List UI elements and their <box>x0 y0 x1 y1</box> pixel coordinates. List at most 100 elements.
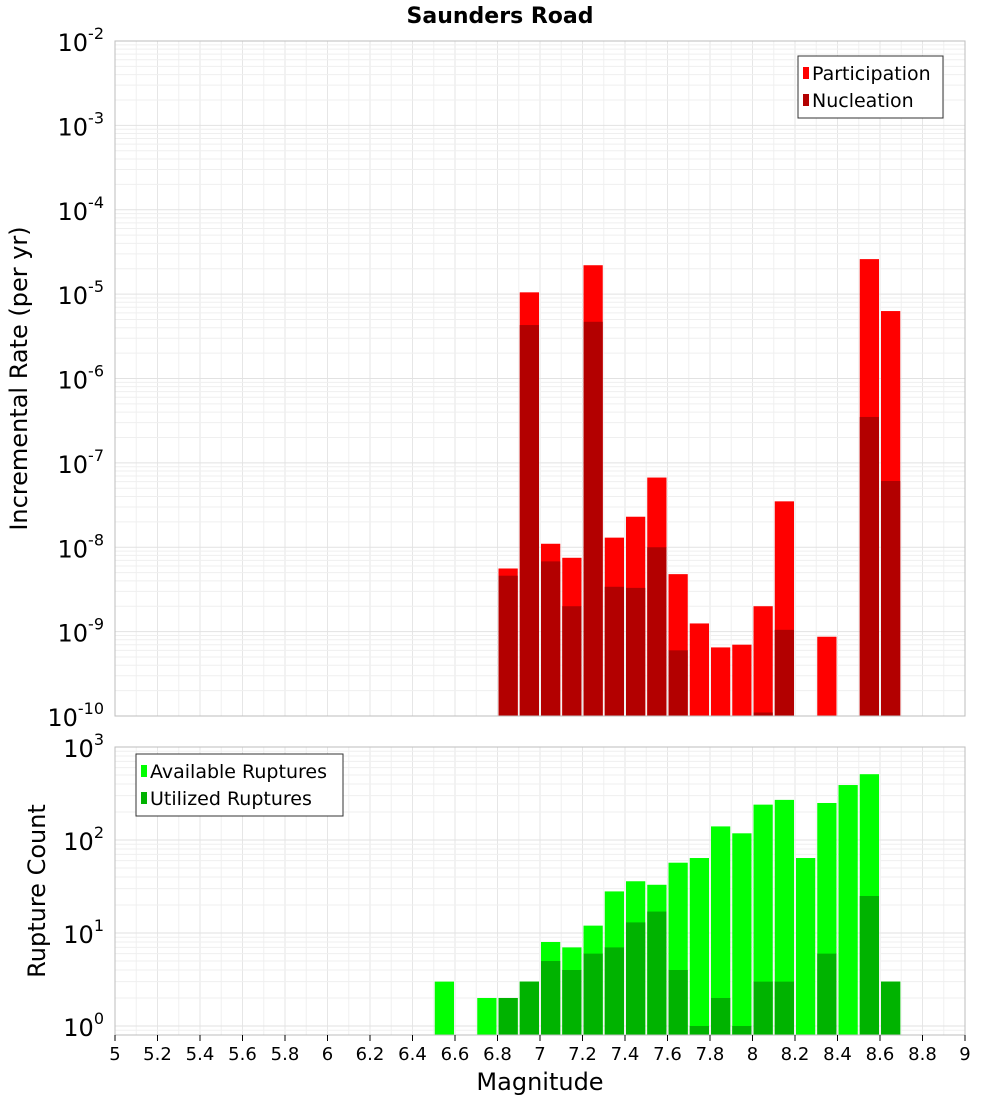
x-tick-label: 6.4 <box>398 1044 427 1065</box>
bar-utilized-ruptures <box>881 981 901 1035</box>
x-tick-label: 8.2 <box>781 1044 810 1065</box>
x-tick-label: 7 <box>534 1044 545 1065</box>
y-tick-label: 103 <box>63 730 104 763</box>
x-tick-label: 7.2 <box>568 1044 597 1065</box>
y-tick-label: 101 <box>63 916 104 949</box>
legend-box <box>797 55 944 119</box>
legend-swatch <box>141 765 147 777</box>
bottom-panel: 100 101 102 103 Rupture Count 5 5.2 5.4 5.6 5.8 6 6… <box>23 730 971 1096</box>
legend-swatch <box>803 94 809 106</box>
bars-bottom <box>434 774 901 1035</box>
bar-utilized-ruptures <box>498 997 518 1035</box>
x-tick-label: 8 <box>747 1044 758 1065</box>
bar-nucleation <box>859 416 879 716</box>
legend-swatch <box>803 67 809 79</box>
bar-utilized-ruptures <box>668 969 688 1035</box>
x-tick-label: 5.2 <box>143 1044 172 1065</box>
bar-utilized-ruptures <box>519 981 539 1035</box>
bar-utilized-ruptures <box>689 1025 709 1035</box>
legend-label: Utilized Ruptures <box>150 788 312 810</box>
chart-title: Saunders Road <box>407 4 594 29</box>
bar-utilized-ruptures <box>604 947 624 1035</box>
bar-nucleation <box>668 650 688 716</box>
bar-available-ruptures <box>774 799 794 1035</box>
x-tick-label: 5.8 <box>271 1044 300 1065</box>
bar-nucleation <box>541 561 561 716</box>
y-tick-label: 10-10 <box>47 699 104 732</box>
bar-utilized-ruptures <box>562 969 582 1035</box>
legend-swatch <box>141 792 147 804</box>
y-axis-title: Rupture Count <box>23 804 51 978</box>
plot-frame-top <box>114 40 966 717</box>
bar-available-ruptures <box>838 785 858 1035</box>
x-tick-label: 7.4 <box>611 1044 640 1065</box>
bar-nucleation <box>774 629 794 716</box>
bar-utilized-ruptures <box>753 981 773 1035</box>
bar-utilized-ruptures <box>647 911 667 1035</box>
x-tick-label: 5.4 <box>186 1044 215 1065</box>
bar-utilized-ruptures <box>817 953 837 1035</box>
bar-utilized-ruptures <box>711 997 731 1035</box>
x-tick-label: 8.8 <box>908 1044 937 1065</box>
bar-utilized-ruptures <box>774 981 794 1035</box>
bar-available-ruptures <box>689 858 709 1035</box>
x-tick-label: 5 <box>109 1044 120 1065</box>
legend-top: Participation Nucleation <box>797 55 944 119</box>
bar-participation <box>753 606 773 716</box>
y-tick-label: 10-9 <box>58 615 105 648</box>
bar-participation <box>732 644 752 716</box>
y-tick-label: 10-7 <box>58 446 105 479</box>
gridlines-top <box>115 41 965 716</box>
bar-nucleation <box>753 712 773 716</box>
x-tick-label: 8.6 <box>866 1044 895 1065</box>
bar-nucleation <box>881 480 901 716</box>
y-tick-label: 10-2 <box>58 24 105 57</box>
legend-box <box>135 753 344 817</box>
bar-available-ruptures <box>753 804 773 1035</box>
x-tick-label: 6.2 <box>356 1044 385 1065</box>
x-tick-label: 6.6 <box>441 1044 470 1065</box>
top-panel: 10-10 10-9 10-8 10-7 10-6 10-5 10-4 10-3 10-2 Inc… <box>5 24 966 732</box>
bar-utilized-ruptures <box>859 895 879 1035</box>
y-tick-label: 100 <box>63 1009 104 1042</box>
y-tick-label: 10-6 <box>58 362 105 395</box>
bar-participation <box>817 636 837 716</box>
bar-available-ruptures <box>711 826 731 1035</box>
bar-utilized-ruptures <box>541 960 561 1035</box>
y-tick-label: 10-8 <box>58 530 105 563</box>
y-tick-label: 10-3 <box>58 108 105 141</box>
bar-nucleation <box>498 575 518 716</box>
bar-utilized-ruptures <box>626 922 646 1035</box>
bar-utilized-ruptures <box>583 953 603 1035</box>
legend-label: Available Ruptures <box>150 761 327 783</box>
x-tick-label: 5.6 <box>228 1044 257 1065</box>
bar-nucleation <box>604 586 624 716</box>
x-tick-label: 7.8 <box>696 1044 725 1065</box>
bars-top <box>498 259 901 716</box>
bar-available-ruptures <box>477 997 497 1035</box>
bar-nucleation <box>562 606 582 716</box>
x-tick-label: 6.8 <box>483 1044 512 1065</box>
y-tick-label: 102 <box>63 823 104 856</box>
bar-available-ruptures <box>732 833 752 1035</box>
legend-label: Nucleation <box>812 90 914 112</box>
bar-nucleation <box>626 587 646 716</box>
legend-label: Participation <box>812 63 931 85</box>
x-tick-label: 9 <box>959 1044 970 1065</box>
bar-participation <box>711 647 731 716</box>
bar-nucleation <box>519 325 539 716</box>
bar-available-ruptures <box>434 981 454 1035</box>
x-tick-label: 6 <box>322 1044 333 1065</box>
x-axis-title: Magnitude <box>476 1068 603 1096</box>
x-tick-label: 8.4 <box>823 1044 852 1065</box>
bar-available-ruptures <box>796 858 816 1035</box>
y-tick-label: 10-5 <box>58 277 105 310</box>
bar-nucleation <box>647 547 667 716</box>
x-tick-label: 7.6 <box>653 1044 682 1065</box>
y-tick-label: 10-4 <box>58 193 105 226</box>
y-axis-title: Incremental Rate (per yr) <box>5 226 33 530</box>
legend-bottom: Available Ruptures Utilized Ruptures <box>135 753 344 817</box>
bar-utilized-ruptures <box>732 1025 752 1035</box>
